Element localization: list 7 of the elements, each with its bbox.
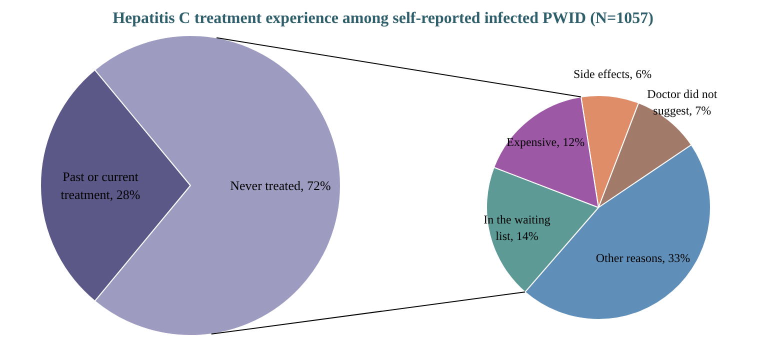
slice-label: Side effects, 6% bbox=[574, 66, 652, 81]
slice-label: Never treated, 72% bbox=[230, 178, 332, 193]
slice-label: Past or current treatment, 28% bbox=[60, 169, 140, 202]
slice-label: Doctor did not suggest, 7% bbox=[647, 86, 718, 118]
slice-label: Expensive, 12% bbox=[506, 135, 585, 150]
text: Hepatitis C treatment experience among self-reported infected PWID (N=1057) bbox=[112, 10, 654, 27]
slice-label: Other reasons, 33% bbox=[596, 250, 690, 265]
